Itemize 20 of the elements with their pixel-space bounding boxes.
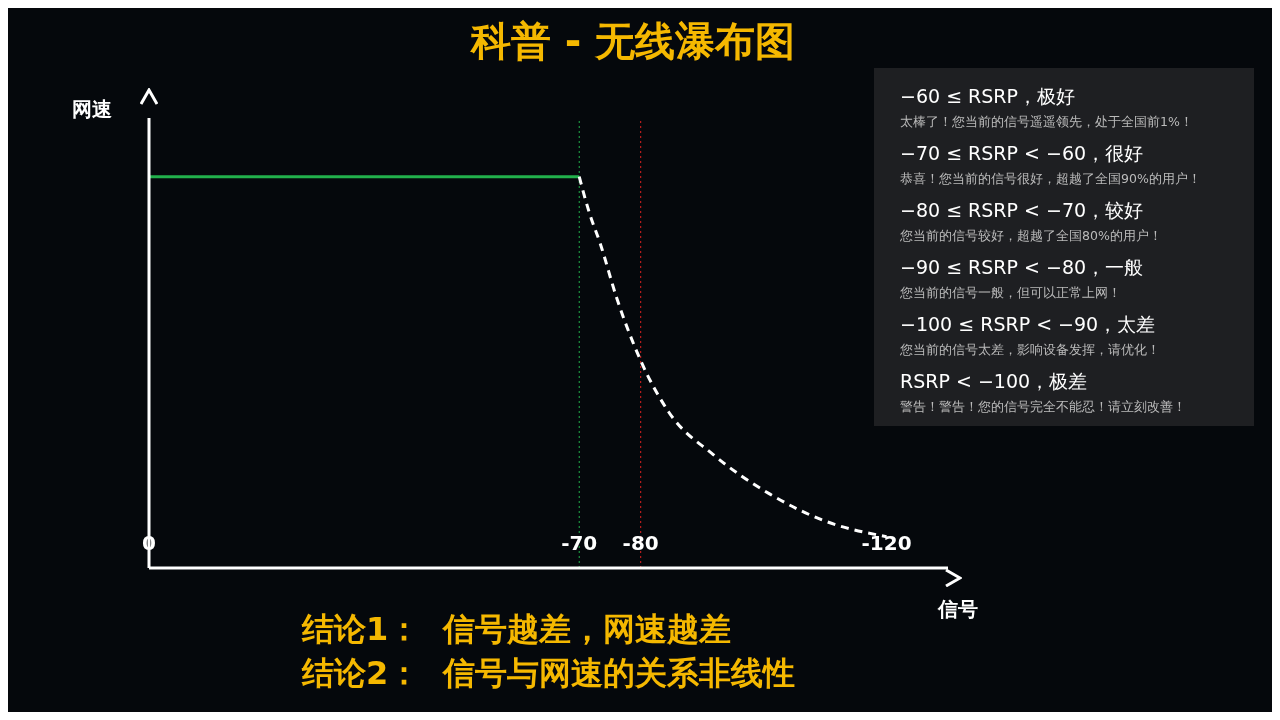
annotation: −80 ≤ RSRP < −70，较好 <box>900 198 1145 223</box>
text: 结论1： 信号越差，网速越差 <box>302 609 731 650</box>
annotation: 您当前的信号一般，但可以正常上网！ <box>900 285 1122 302</box>
annotation: 您当前的信号较好，超越了全国80%的用户！ <box>900 228 1163 245</box>
text: 结论2： 信号与网速的关系非线性 <box>302 653 795 694</box>
annotation: 警告！警告！您的信号完全不能忍！请立刻改善！ <box>900 399 1187 416</box>
text: −60 ≤ RSRP，极好 <box>900 85 1076 107</box>
annotation: RSRP < −100，极差 <box>900 369 1089 394</box>
y-axis-title: 网速 <box>72 96 112 123</box>
annotation: −90 ≤ RSRP < −80，一般 <box>900 255 1145 280</box>
annotation: 您当前的信号太差，影响设备发挥，请优化！ <box>900 342 1161 359</box>
annotation: −100 ≤ RSRP < −90，太差 <box>900 312 1157 337</box>
chart-title: 科普 - 无线瀑布图 <box>469 17 797 66</box>
x-axis-title: 信号 <box>938 596 978 623</box>
text: −70 ≤ RSRP < −60，很好 <box>900 142 1144 164</box>
x-tick-label: -70 <box>561 531 598 556</box>
x-tick-label: -120 <box>861 531 912 556</box>
annotation: 恭喜！您当前的信号很好，超越了全国90%的用户！ <box>900 171 1202 188</box>
text: 太棒了！您当前的信号遥遥领先，处于全国前1%！ <box>900 114 1193 129</box>
x-tick-label: -80 <box>622 531 659 556</box>
